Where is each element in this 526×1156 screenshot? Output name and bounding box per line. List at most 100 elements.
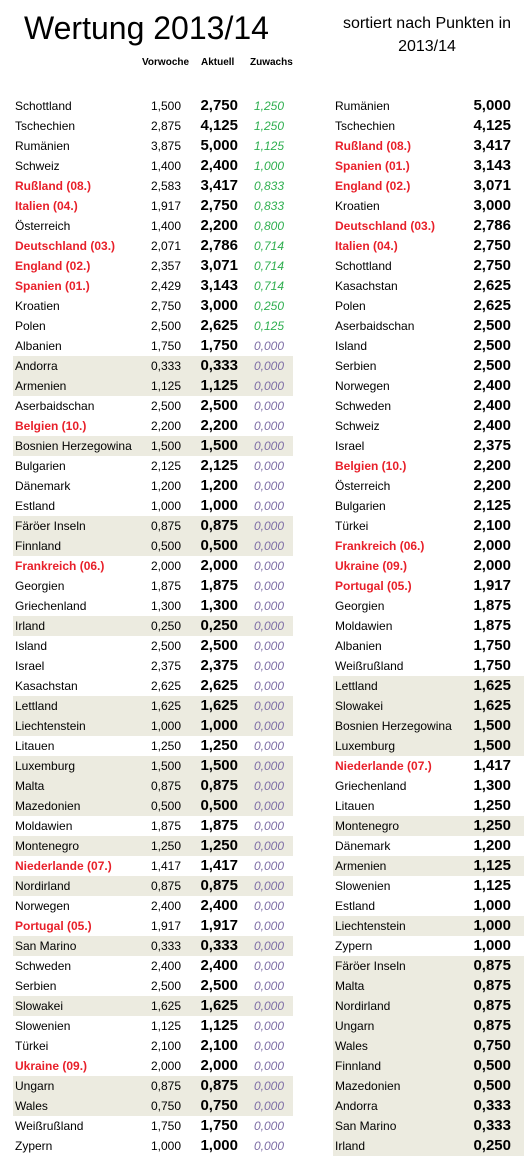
country-name: Liechtenstein	[335, 919, 406, 933]
table-row: England (02.) 3,071	[333, 176, 524, 196]
current-value: 2,625	[200, 317, 238, 334]
current-value: 0,250	[200, 617, 238, 634]
previous-week-value: 1,400	[150, 159, 181, 173]
country-name: Lettland	[15, 699, 58, 713]
previous-week-value: 1,875	[150, 579, 181, 593]
table-row: Aserbaidschan 2,500	[333, 316, 524, 336]
previous-week-value: 1,000	[150, 499, 181, 513]
previous-week-value: 1,625	[150, 999, 181, 1013]
table-row: Litauen 1,250	[333, 796, 524, 816]
current-value: 0,500	[473, 1077, 511, 1094]
table-row: Dänemark 1,200 1,200 0,000	[13, 476, 293, 496]
country-name: Belgien (10.)	[15, 419, 87, 433]
country-name: Rumänien	[15, 139, 70, 153]
table-row: Rußland (08.) 3,417	[333, 136, 524, 156]
table-row: Irland 0,250	[333, 1136, 524, 1156]
country-name: Slowenien	[15, 1019, 71, 1033]
previous-week-value: 1,750	[150, 339, 181, 353]
current-value: 1,875	[473, 617, 511, 634]
country-name: Armenien	[335, 859, 387, 873]
table-row: Griechenland 1,300 1,300 0,000	[13, 596, 293, 616]
current-value: 0,875	[200, 1077, 238, 1094]
table-row: Spanien (01.) 2,429 3,143 0,714	[13, 276, 293, 296]
current-value: 1,625	[473, 677, 511, 694]
previous-week-value: 2,375	[150, 659, 181, 673]
table-row: Armenien 1,125 1,125 0,000	[13, 376, 293, 396]
table-row: Polen 2,500 2,625 0,125	[13, 316, 293, 336]
gain-value: 0,000	[253, 419, 284, 433]
current-value: 1,000	[200, 1137, 238, 1154]
gain-value: 0,000	[253, 539, 284, 553]
current-value: 4,125	[200, 117, 238, 134]
country-name: Kasachstan	[335, 279, 398, 293]
table-row: Litauen 1,250 1,250 0,000	[13, 736, 293, 756]
previous-week-value: 2,500	[150, 639, 181, 653]
table-row: Montenegro 1,250	[333, 816, 524, 836]
previous-week-value: 0,500	[150, 539, 181, 553]
current-value: 2,500	[473, 357, 511, 374]
table-row: Bulgarien 2,125 2,125 0,000	[13, 456, 293, 476]
country-name: Estland	[15, 499, 56, 513]
country-name: Spanien (01.)	[335, 159, 410, 173]
table-row: Niederlande (07.) 1,417	[333, 756, 524, 776]
country-name: Schottland	[335, 259, 392, 273]
gain-value: 0,000	[253, 719, 284, 733]
table-row: Deutschland (03.) 2,786	[333, 216, 524, 236]
gain-value: 0,000	[253, 1019, 284, 1033]
table-row: Polen 2,625	[333, 296, 524, 316]
current-value: 2,400	[200, 957, 238, 974]
table-row: Moldawien 1,875	[333, 616, 524, 636]
current-value: 0,875	[473, 1017, 511, 1034]
country-name: Schottland	[15, 99, 72, 113]
current-value: 0,333	[200, 937, 238, 954]
country-name: Deutschland (03.)	[15, 239, 116, 253]
current-value: 2,500	[473, 317, 511, 334]
previous-week-value: 1,250	[150, 739, 181, 753]
column-header-zuwachs: Zuwachs	[250, 57, 293, 68]
country-name: Luxemburg	[335, 739, 396, 753]
table-row: Portugal (05.) 1,917	[333, 576, 524, 596]
country-name: England (02.)	[335, 179, 411, 193]
table-row: Weißrußland 1,750	[333, 656, 524, 676]
current-value: 2,000	[473, 557, 511, 574]
current-value: 3,071	[200, 257, 238, 274]
table-row: Norwegen 2,400 2,400 0,000	[13, 896, 293, 916]
gain-value: 0,000	[253, 879, 284, 893]
previous-week-value: 0,875	[150, 779, 181, 793]
country-name: Österreich	[15, 219, 71, 233]
table-row: Slowenien 1,125	[333, 876, 524, 896]
current-value: 2,750	[473, 237, 511, 254]
country-name: Island	[15, 639, 48, 653]
country-name: Schweiz	[15, 159, 60, 173]
gain-value: 0,833	[253, 199, 284, 213]
current-value: 0,875	[200, 877, 238, 894]
table-row: Serbien 2,500 2,500 0,000	[13, 976, 293, 996]
previous-week-value: 1,417	[150, 859, 181, 873]
country-name: Serbien	[335, 359, 377, 373]
current-value: 1,250	[200, 837, 238, 854]
table-row: Schweden 2,400 2,400 0,000	[13, 956, 293, 976]
current-value: 1,625	[200, 697, 238, 714]
country-name: Moldawien	[15, 819, 73, 833]
gain-value: 0,000	[253, 919, 284, 933]
table-row: Mazedonien 0,500	[333, 1076, 524, 1096]
country-name: Litauen	[15, 739, 55, 753]
country-name: Dänemark	[335, 839, 391, 853]
previous-week-value: 2,200	[150, 419, 181, 433]
current-value: 2,400	[473, 377, 511, 394]
gain-value: 0,000	[253, 999, 284, 1013]
table-row: Frankreich (06.) 2,000 2,000 0,000	[13, 556, 293, 576]
table-row: Serbien 2,500	[333, 356, 524, 376]
country-name: Frankreich (06.)	[335, 539, 425, 553]
previous-week-value: 1,750	[150, 1119, 181, 1133]
country-name: Belgien (10.)	[335, 459, 407, 473]
country-name: Finnland	[335, 1059, 382, 1073]
country-name: Spanien (01.)	[15, 279, 90, 293]
current-value: 1,000	[200, 717, 238, 734]
country-name: Montenegro	[335, 819, 400, 833]
gain-value: 1,000	[253, 159, 284, 173]
country-name: Griechenland	[15, 599, 87, 613]
country-name: Bosnien Herzegowina	[335, 719, 452, 733]
country-name: Bulgarien	[15, 459, 66, 473]
table-row: Israel 2,375	[333, 436, 524, 456]
